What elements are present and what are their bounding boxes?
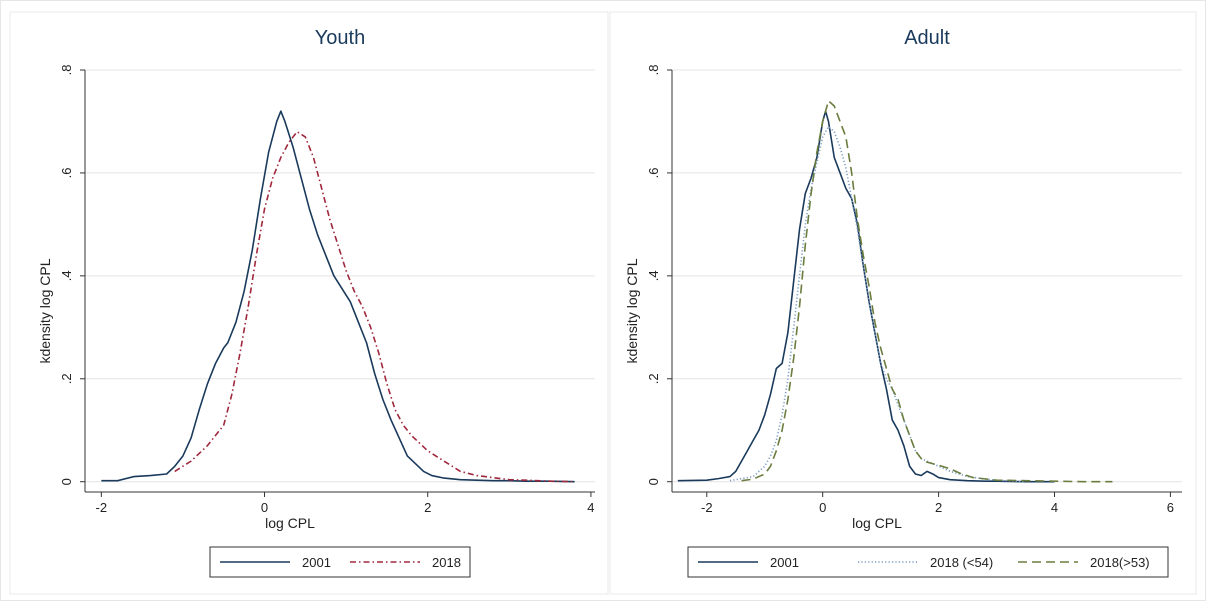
panel-frame <box>9 11 609 595</box>
y-axis-label: kdensity log CPL <box>624 258 640 363</box>
legend-label: 2001 <box>770 555 799 570</box>
y-tick-label: .8 <box>59 65 74 76</box>
legend-label: 2001 <box>302 555 331 570</box>
x-tick-label: 2 <box>424 500 431 515</box>
chart-title: Youth <box>315 27 365 49</box>
legend-label: 2018(>53) <box>1090 555 1150 570</box>
y-axis-label: kdensity log CPL <box>37 258 53 363</box>
chart-title: Adult <box>904 27 950 49</box>
legend-label: 2018 (<54) <box>930 555 993 570</box>
panel-frame <box>609 11 1197 595</box>
series-line-2001 <box>101 110 575 483</box>
y-tick-label: .8 <box>646 65 661 76</box>
x-tick-label: 6 <box>1167 500 1174 515</box>
x-tick-label: 2 <box>935 500 942 515</box>
y-tick-label: .2 <box>59 373 74 384</box>
x-tick-label: 4 <box>587 500 594 515</box>
y-tick-label: .6 <box>646 168 661 179</box>
chart-panel-adult: Adult 0 .2 .4 .6 .8 -2 0 2 4 6 log CPL kdensity log … <box>609 11 1197 595</box>
series-line-2018-53- <box>741 100 1113 483</box>
x-tick-label: -2 <box>701 500 713 515</box>
x-tick-label: 0 <box>261 500 268 515</box>
x-tick-label: 0 <box>819 500 826 515</box>
y-tick-label: .6 <box>59 168 74 179</box>
series-line-2001 <box>677 110 1055 483</box>
x-tick-label: 4 <box>1051 500 1058 515</box>
series-line-2018-54- <box>729 125 1026 483</box>
legend-label: 2018 <box>432 555 461 570</box>
legend-box <box>687 546 1169 578</box>
y-tick-label: 0 <box>646 478 661 485</box>
series-line-2018 <box>174 130 575 483</box>
x-axis-label: log CPL <box>852 515 902 531</box>
y-tick-label: .4 <box>59 270 74 281</box>
chart-panel-youth: Youth 0 .2 .4 .6 .8 -2 0 2 4 log CPL kdensity log C… <box>9 11 609 595</box>
y-tick-label: .2 <box>646 373 661 384</box>
y-tick-label: 0 <box>59 478 74 485</box>
x-axis-label: log CPL <box>265 515 315 531</box>
x-tick-label: -2 <box>96 500 108 515</box>
y-tick-label: .4 <box>646 270 661 281</box>
